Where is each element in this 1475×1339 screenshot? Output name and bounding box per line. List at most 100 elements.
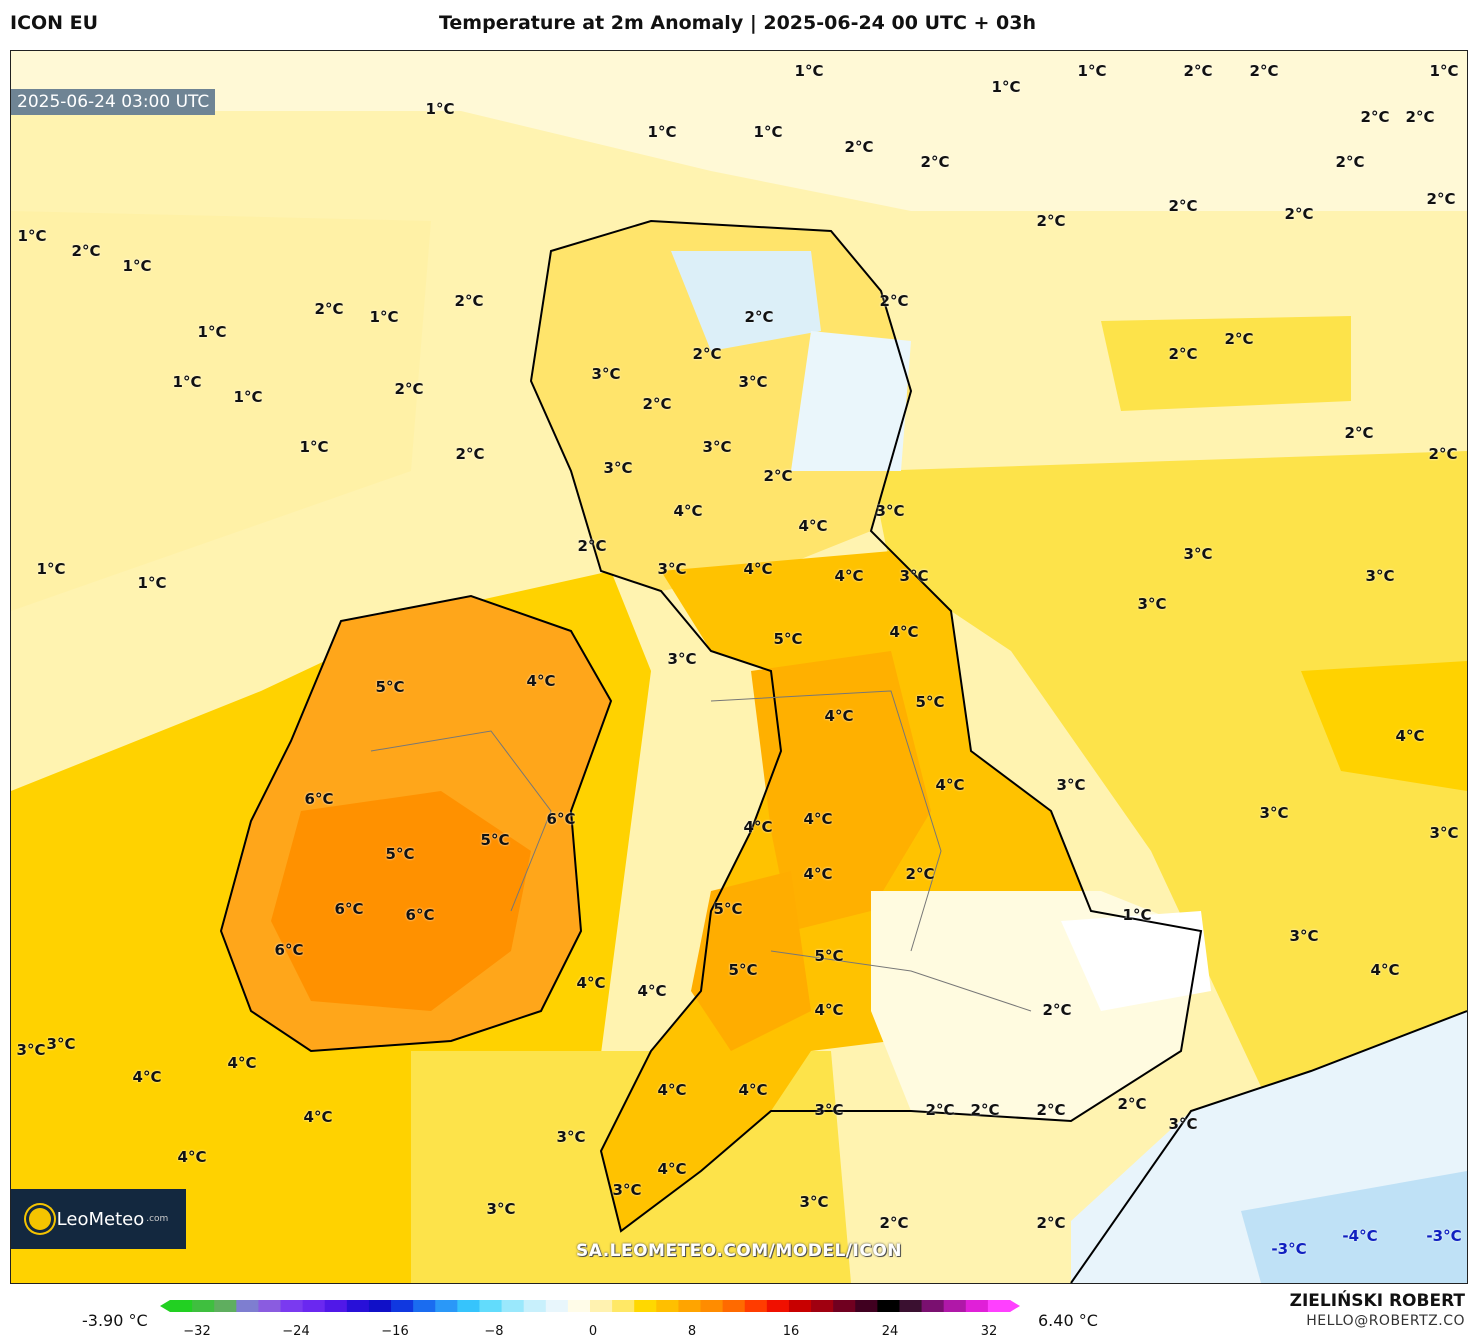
author-name: ZIELIŃSKI ROBERT: [1289, 1291, 1465, 1311]
logo-text: LeoMeteo: [56, 1208, 145, 1230]
temperature-label: 4°C: [673, 502, 703, 520]
author-contact: HELLO@ROBERTZ.CO: [1306, 1313, 1465, 1329]
temperature-label: 4°C: [637, 982, 667, 1000]
temperature-label: 4°C: [743, 818, 773, 836]
temperature-label: 2°C: [1168, 197, 1198, 215]
colorbar-swatch: [766, 1300, 790, 1312]
colorbar-swatch: [457, 1300, 480, 1312]
temperature-label: 3°C: [667, 650, 697, 668]
colorbar-swatch: [877, 1300, 900, 1312]
colorbar-swatch: [192, 1300, 215, 1312]
colorbar-swatch: [236, 1300, 259, 1312]
temperature-label: 2°C: [879, 1214, 909, 1232]
temperature-label: 1°C: [1429, 62, 1459, 80]
temperature-label: 2°C: [1426, 190, 1456, 208]
temperature-label: 1°C: [299, 438, 329, 456]
colorbar-swatch: [899, 1300, 923, 1312]
timestamp-badge: 2025-06-24 03:00 UTC: [11, 89, 216, 115]
temperature-label: 5°C: [814, 947, 844, 965]
colorbar-swatch: [258, 1300, 282, 1312]
temperature-label: 4°C: [803, 810, 833, 828]
colorbar-swatch: [170, 1300, 193, 1312]
temperature-label: 3°C: [875, 502, 905, 520]
temperature-label: 5°C: [915, 693, 945, 711]
temperature-label: 3°C: [1137, 595, 1167, 613]
colorbar-swatch: [678, 1300, 702, 1312]
temperature-label: 2°C: [314, 300, 344, 318]
temperature-label: 1°C: [647, 123, 677, 141]
temperature-label: 1°C: [137, 574, 167, 592]
temperature-label: 4°C: [798, 517, 828, 535]
colorbar-tick-label: −24: [282, 1324, 310, 1339]
temperature-label: 3°C: [738, 373, 768, 391]
colorbar-swatch: [833, 1300, 856, 1312]
temperature-label: 2°C: [1284, 205, 1314, 223]
temperature-label: -3°C: [1271, 1240, 1307, 1258]
temperature-label: 6°C: [274, 941, 304, 959]
colorbar-swatch: [811, 1300, 834, 1312]
colorbar-swatch: [590, 1300, 613, 1312]
temperature-label: 4°C: [824, 707, 854, 725]
temperature-label: 5°C: [375, 678, 405, 696]
temperature-label: 5°C: [728, 961, 758, 979]
anomaly-map[interactable]: 2025-06-24 03:00 UTC 1°C 1°C 1°C 2°C 2°C 1°C 1…: [10, 50, 1468, 1284]
colorbar-swatch: [943, 1300, 967, 1312]
temperature-label: 1°C: [172, 373, 202, 391]
colorbar-swatch: [567, 1300, 591, 1312]
temperature-label: 3°C: [1365, 567, 1395, 585]
temperature-label: 2°C: [763, 467, 793, 485]
temperature-label: 2°C: [1036, 1214, 1066, 1232]
temperature-label: 3°C: [612, 1181, 642, 1199]
temperature-label: 2°C: [1036, 1101, 1066, 1119]
temperature-label: 3°C: [1289, 927, 1319, 945]
temperature-label: 2°C: [454, 292, 484, 310]
colorbar-tick-label: −16: [381, 1324, 409, 1339]
temperature-label: 2°C: [455, 445, 485, 463]
temperature-label: 2°C: [844, 138, 874, 156]
colorbar-swatch: [413, 1300, 436, 1312]
temperature-label: 4°C: [576, 974, 606, 992]
colorbar-tick-label: 32: [980, 1324, 998, 1339]
logo-suffix: .com: [146, 1214, 169, 1224]
temperature-label: 2°C: [71, 242, 101, 260]
colorbar-swatch: [391, 1300, 414, 1312]
temperature-label: 2°C: [1344, 424, 1374, 442]
temperature-label: 2°C: [394, 380, 424, 398]
colorbar-swatch: [501, 1300, 525, 1312]
temperature-label: 2°C: [970, 1101, 1000, 1119]
colorbar-swatch: [744, 1300, 768, 1312]
temperature-label: -4°C: [1342, 1227, 1378, 1245]
colorbar-swatch: [855, 1300, 878, 1312]
colorbar-swatch: [612, 1300, 635, 1312]
temperature-label: 4°C: [303, 1108, 333, 1126]
temperature-label: 4°C: [834, 567, 864, 585]
temperature-label: 5°C: [480, 831, 510, 849]
colorbar-swatch: [788, 1300, 812, 1312]
temperature-label: 2°C: [692, 345, 722, 363]
temperature-label: 2°C: [1183, 62, 1213, 80]
temperature-label: 2°C: [1042, 1001, 1072, 1019]
leometeo-logo[interactable]: LeoMeteo .com: [11, 1189, 186, 1249]
colorbar-swatch: [280, 1300, 304, 1312]
temperature-label: 2°C: [1428, 445, 1458, 463]
colorbar-swatch: [700, 1300, 724, 1312]
temperature-label: 6°C: [405, 906, 435, 924]
temperature-label: 3°C: [46, 1035, 76, 1053]
temperature-label: 2°C: [925, 1101, 955, 1119]
temperature-label: 2°C: [1224, 330, 1254, 348]
temperature-label: 1°C: [233, 388, 263, 406]
temperature-label: 4°C: [132, 1068, 162, 1086]
temperature-label: 1°C: [36, 560, 66, 578]
temperature-label: 4°C: [738, 1081, 768, 1099]
temperature-label: 2°C: [642, 395, 672, 413]
colorbar-swatch: [523, 1300, 547, 1312]
colorbar-min-arrow: [160, 1300, 170, 1312]
temperature-label: 3°C: [702, 438, 732, 456]
colorbar-max-label: 6.40 °C: [1038, 1311, 1098, 1330]
colorbar-tick-label: −8: [484, 1324, 504, 1339]
temperature-label: 2°C: [879, 292, 909, 310]
colorbar-tick-label: −32: [183, 1324, 211, 1339]
temperature-label: 4°C: [657, 1081, 687, 1099]
colorbar-swatch: [634, 1300, 657, 1312]
colorbar-swatch: [965, 1300, 989, 1312]
